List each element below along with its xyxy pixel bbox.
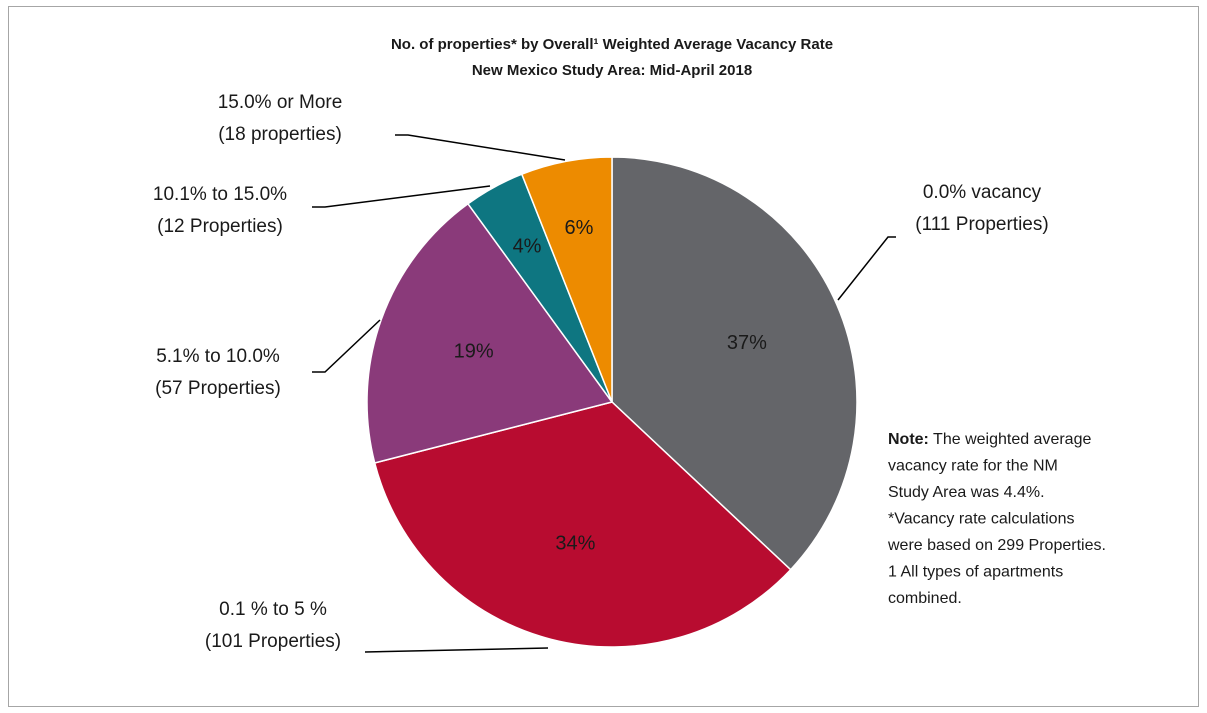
- pie-slice: [611, 156, 858, 571]
- pie-slice: [520, 156, 613, 403]
- slice-label: 10.1% to 15.0%: [153, 184, 287, 205]
- note-line: 1 All types of apartments: [888, 564, 1063, 581]
- leader-line: [312, 185, 491, 208]
- note-line: Study Area was 4.4%.: [888, 484, 1045, 501]
- note-line: were based on 299 Properties.: [887, 537, 1106, 554]
- leader-line: [837, 236, 896, 301]
- slice-value-label: 34%: [555, 533, 595, 555]
- note-line: *Vacancy rate calculations: [888, 511, 1074, 528]
- slice-sublabel: (111 Properties): [915, 214, 1048, 235]
- pie-slice: [366, 202, 614, 464]
- slice-sublabel: (101 Properties): [205, 631, 341, 652]
- chart-frame: [8, 6, 1199, 707]
- slice-value-label: 37%: [727, 332, 767, 354]
- note-line: combined.: [888, 590, 962, 607]
- slice-value-label: 19%: [454, 340, 494, 362]
- slice-sublabel: (57 Properties): [155, 378, 281, 399]
- slice-label: 15.0% or More: [218, 92, 343, 113]
- slice-sublabel: (12 Properties): [157, 216, 283, 237]
- slice-label: 5.1% to 10.0%: [156, 346, 280, 367]
- slice-value-label: 6%: [564, 217, 593, 239]
- slice-value-label: 4%: [513, 236, 542, 258]
- slice-sublabel: (18 properties): [218, 124, 342, 145]
- slice-label: 0.0% vacancy: [923, 182, 1042, 203]
- leader-line: [364, 647, 549, 653]
- note-text: The weighted average: [929, 431, 1092, 448]
- chart-title: No. of properties* by Overall¹ Weighted …: [391, 36, 833, 53]
- note-heading: Note:: [888, 431, 929, 448]
- chart-subtitle: New Mexico Study Area: Mid-April 2018: [472, 62, 752, 79]
- leader-line: [312, 319, 381, 373]
- pie-slice: [373, 401, 792, 648]
- note-line: vacancy rate for the NM: [888, 458, 1058, 475]
- note-line: Note: The weighted average: [888, 431, 1091, 448]
- leader-line: [395, 134, 566, 161]
- slice-label: 0.1 % to 5 %: [219, 599, 327, 620]
